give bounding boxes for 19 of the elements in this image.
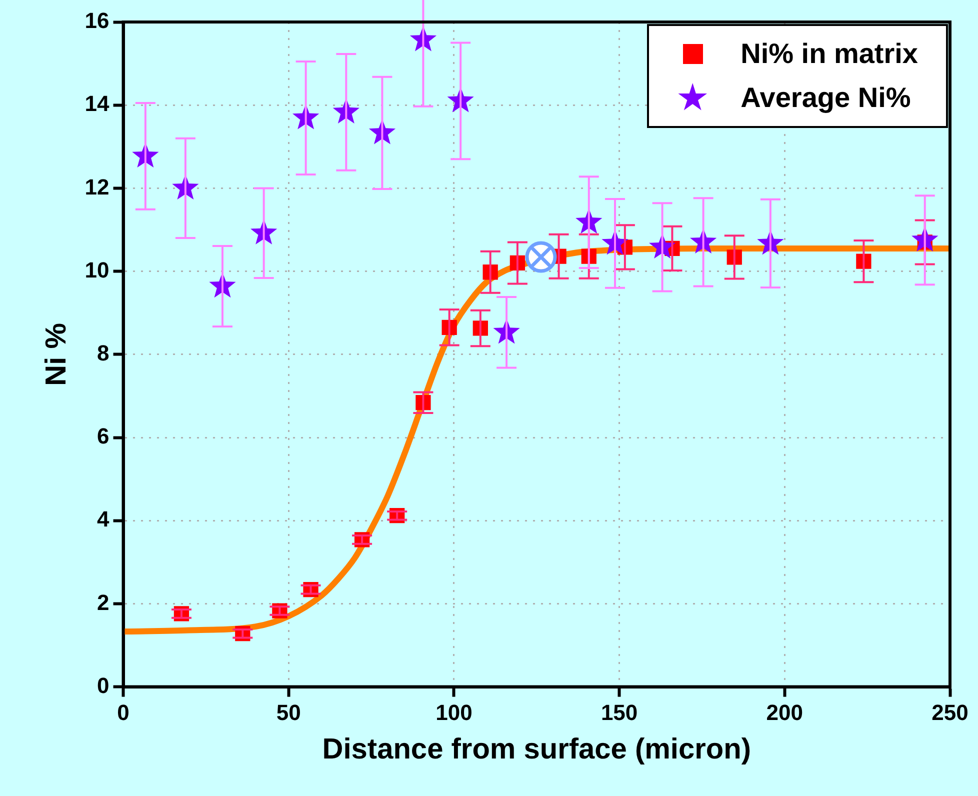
x-axis-title: Distance from surface (micron): [322, 734, 751, 766]
y-tick-label: 14: [84, 91, 110, 116]
x-tick-label: 150: [600, 700, 638, 726]
legend-label: Average Ni%: [740, 82, 911, 114]
y-tick-label: 8: [97, 340, 110, 366]
x-tick-label: 100: [436, 700, 472, 726]
y-tick-label: 10: [84, 257, 110, 282]
x-tick-label: 0: [117, 700, 130, 726]
y-axis-title: Ni %: [40, 322, 72, 386]
y-tick-label: 2: [97, 590, 110, 615]
y-tick-label: 16: [84, 8, 110, 34]
x-tick-label: 200: [766, 700, 804, 726]
y-tick-label: 12: [84, 174, 110, 200]
y-tick-label: 4: [97, 506, 110, 532]
x-tick-label: 50: [276, 700, 301, 726]
x-tick-label: 250: [932, 700, 968, 726]
y-tick-label: 0: [97, 672, 110, 698]
y-tick-label: 6: [97, 424, 110, 449]
legend-label: Ni% in matrix: [740, 38, 918, 70]
